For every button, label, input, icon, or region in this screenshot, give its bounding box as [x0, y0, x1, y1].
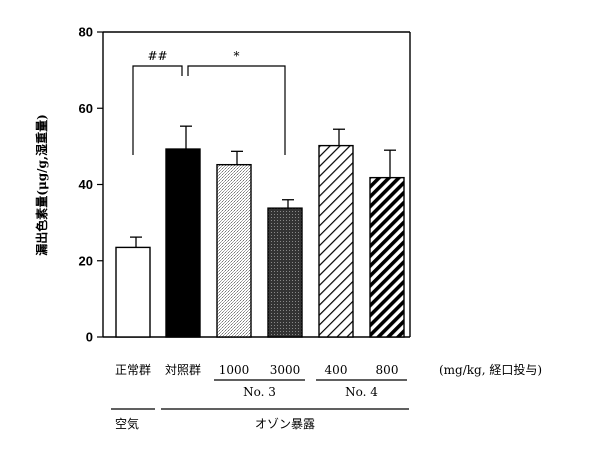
group-label: No. 3	[243, 385, 276, 399]
bar	[165, 148, 201, 338]
bar	[267, 207, 303, 338]
y-tick-label: 60	[79, 101, 93, 116]
y-tick-label: 80	[79, 25, 93, 40]
error-bars	[130, 125, 396, 248]
x-tick-label: 正常群	[115, 363, 151, 377]
y-tick-label: 20	[79, 253, 93, 268]
significance-bracket	[187, 65, 286, 155]
bar	[318, 144, 354, 338]
significance-label: ##	[147, 49, 167, 63]
significance-brackets: ## *	[132, 49, 286, 155]
y-tick-label: 40	[79, 177, 93, 192]
significance-bracket	[132, 65, 183, 155]
group-label: No. 4	[345, 385, 378, 399]
bar	[369, 176, 405, 338]
x-tick-label: 400	[325, 363, 348, 377]
x-tick-label: 1000	[219, 363, 250, 377]
bars	[115, 144, 405, 338]
significance-label: *	[234, 49, 240, 63]
y-axis-label: 漏出色素量(μg/g,湿重量)	[34, 114, 49, 255]
condition-label: 空気	[115, 416, 139, 431]
category-labels: 正常群 対照群 1000 3000 400 800	[115, 363, 398, 377]
condition-labels: 空気 オゾン暴露	[111, 408, 409, 431]
x-tick-label: 800	[376, 363, 399, 377]
group-labels: No. 3 No. 4	[214, 379, 407, 399]
x-tick-label: 対照群	[165, 363, 201, 377]
y-ticks: 0 20 40 60 80	[79, 25, 103, 345]
y-tick-label: 0	[86, 330, 93, 345]
condition-label: オゾン暴露	[255, 417, 315, 431]
bar	[216, 163, 252, 338]
x-tick-label: 3000	[270, 363, 301, 377]
dose-unit-label: (mg/kg, 経口投与)	[439, 362, 542, 377]
bar	[115, 246, 151, 338]
